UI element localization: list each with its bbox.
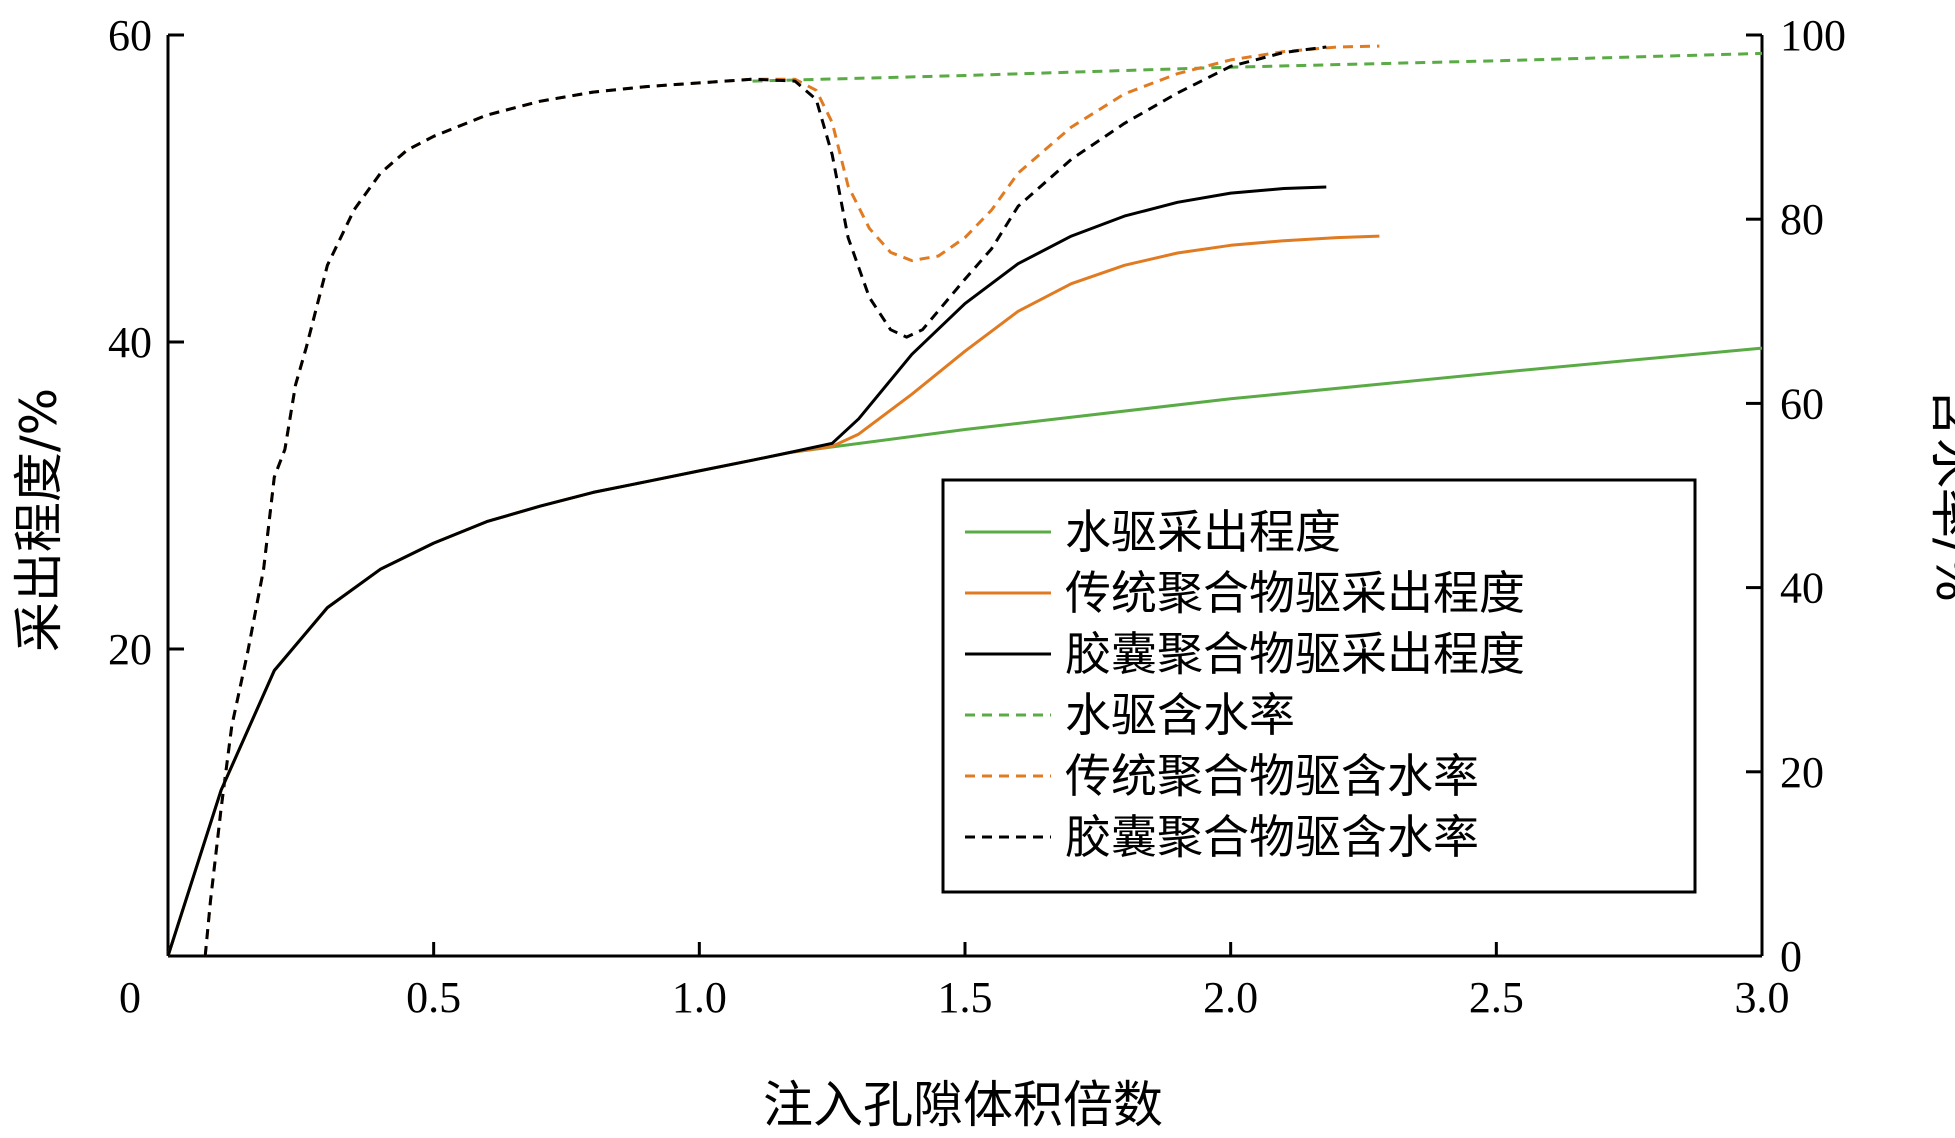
series-line-3 (166, 185, 1327, 957)
x-tick-label: 1.5 (938, 973, 993, 1022)
x-tick-label: 1.0 (672, 973, 727, 1022)
y-left-tick-label: 20 (108, 625, 152, 674)
y-left-axis-title: 采出程度/% (10, 388, 68, 652)
x-axis-title: 注入孔隙体积倍数 (763, 1076, 1163, 1134)
legend-label: 水驱采出程度 (1065, 505, 1341, 559)
x-tick-label: 2.0 (1203, 973, 1258, 1022)
y-right-tick-label: 80 (1780, 195, 1824, 244)
x-tick-label: 2.5 (1469, 973, 1524, 1022)
x-tick-label: 0.5 (406, 973, 461, 1022)
y-right-tick-label: 40 (1780, 564, 1824, 613)
legend-label: 胶囊聚合物驱含水率 (1065, 810, 1479, 864)
series-line-4 (752, 51, 1763, 83)
y-right-tick-label: 100 (1780, 11, 1846, 60)
series-layer (166, 44, 1763, 957)
legend: 水驱采出程度传统聚合物驱采出程度胶囊聚合物驱采出程度水驱含水率传统聚合物驱含水率… (941, 478, 1697, 894)
y-left-tick-label: 60 (108, 11, 152, 60)
x-tick-label: 0 (119, 973, 141, 1022)
axes: 0 0.5 1.0 1.5 2.0 2.5 3.0 20 40 60 0 20 40 60 80 100 (108, 11, 1846, 1022)
x-tick-label: 3.0 (1735, 973, 1790, 1022)
legend-label: 胶囊聚合物驱采出程度 (1065, 627, 1525, 681)
legend-label: 传统聚合物驱采出程度 (1065, 566, 1525, 620)
y-right-axis-title: 含水率/% (1925, 388, 1955, 602)
legend-label: 水驱含水率 (1065, 688, 1295, 742)
y-right-tick-label: 0 (1780, 932, 1802, 981)
legend-box (941, 478, 1697, 894)
y-right-tick-label: 20 (1780, 748, 1824, 797)
y-right-tick-label: 60 (1780, 379, 1824, 428)
legend-label: 传统聚合物驱含水率 (1065, 749, 1479, 803)
y-left-tick-label: 40 (108, 318, 152, 367)
